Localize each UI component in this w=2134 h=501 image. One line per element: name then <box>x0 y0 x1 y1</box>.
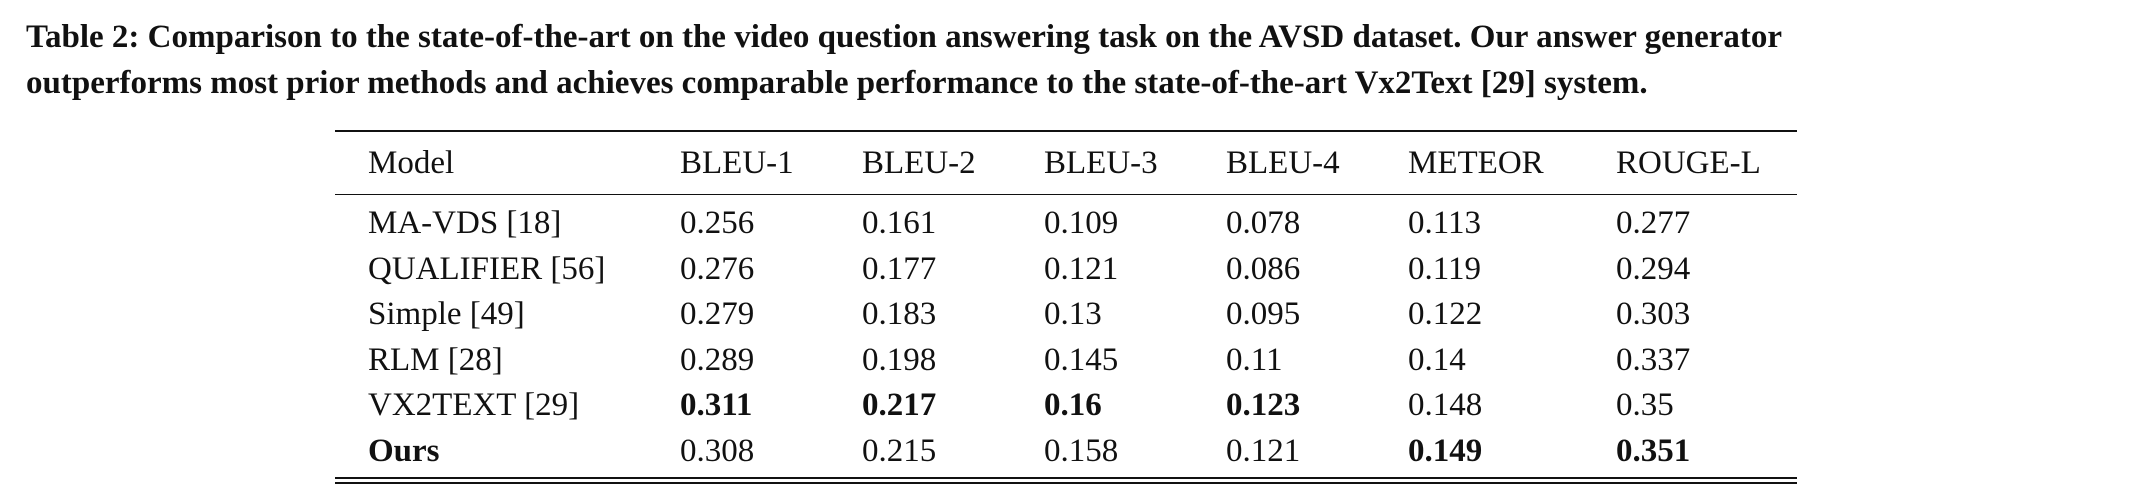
table-caption: Table 2: Comparison to the state-of-the-… <box>26 14 2116 106</box>
cell-bleu-2: 0.198 <box>862 341 937 378</box>
cell-bleu-1: 0.311 <box>680 387 753 424</box>
cell-bleu-4: 0.086 <box>1226 250 1301 287</box>
cell-bleu-3: 0.16 <box>1044 387 1102 424</box>
cell-bleu-2: 0.215 <box>862 432 937 469</box>
cell-model: Simple [49] <box>368 296 525 333</box>
cell-meteor: 0.122 <box>1408 296 1483 333</box>
header-bleu-2: BLEU-2 <box>862 144 976 181</box>
table-row: Ours 0.308 0.215 0.158 0.121 0.149 0.351 <box>335 429 1797 478</box>
table-header: Model BLEU-1 BLEU-2 BLEU-3 BLEU-4 METEOR… <box>335 132 1797 194</box>
cell-model: VX2TEXT [29] <box>368 387 580 424</box>
cell-bleu-4: 0.123 <box>1226 387 1301 424</box>
caption-line-1: Table 2: Comparison to the state-of-the-… <box>26 19 1783 55</box>
cell-bleu-4: 0.078 <box>1226 205 1301 242</box>
header-model: Model <box>368 144 455 181</box>
cell-rouge-l: 0.351 <box>1616 432 1691 469</box>
cell-model: MA-VDS [18] <box>368 205 562 242</box>
table-body: MA-VDS [18] 0.256 0.161 0.109 0.078 0.11… <box>335 195 1797 477</box>
cell-bleu-1: 0.279 <box>680 296 755 333</box>
header-rouge-l: ROUGE-L <box>1616 144 1761 181</box>
cell-meteor: 0.148 <box>1408 387 1483 424</box>
cell-bleu-4: 0.121 <box>1226 432 1301 469</box>
cell-bleu-4: 0.095 <box>1226 296 1301 333</box>
caption-line-2: outperforms most prior methods and achie… <box>26 65 1648 101</box>
table-top-rule <box>335 130 1797 132</box>
cell-bleu-3: 0.145 <box>1044 341 1119 378</box>
header-row: Model BLEU-1 BLEU-2 BLEU-3 BLEU-4 METEOR… <box>335 132 1797 194</box>
cell-bleu-3: 0.13 <box>1044 296 1102 333</box>
table-mid-rule <box>335 194 1797 195</box>
cell-bleu-2: 0.161 <box>862 205 937 242</box>
table-row: MA-VDS [18] 0.256 0.161 0.109 0.078 0.11… <box>335 195 1797 247</box>
results-table: Model BLEU-1 BLEU-2 BLEU-3 BLEU-4 METEOR… <box>335 130 1797 484</box>
cell-bleu-3: 0.109 <box>1044 205 1119 242</box>
cell-bleu-3: 0.121 <box>1044 250 1119 287</box>
cell-bleu-2: 0.217 <box>862 387 937 424</box>
header-bleu-3: BLEU-3 <box>1044 144 1158 181</box>
comparison-table: Model BLEU-1 BLEU-2 BLEU-3 BLEU-4 METEOR… <box>335 132 1797 194</box>
cell-bleu-1: 0.289 <box>680 341 755 378</box>
cell-model: QUALIFIER [56] <box>368 250 606 287</box>
table-bottom-rule <box>335 477 1797 484</box>
cell-rouge-l: 0.277 <box>1616 205 1691 242</box>
cell-meteor: 0.149 <box>1408 432 1483 469</box>
cell-bleu-1: 0.276 <box>680 250 755 287</box>
cell-rouge-l: 0.337 <box>1616 341 1691 378</box>
comparison-table-body: MA-VDS [18] 0.256 0.161 0.109 0.078 0.11… <box>335 195 1797 477</box>
table-row: QUALIFIER [56] 0.276 0.177 0.121 0.086 0… <box>335 247 1797 293</box>
header-meteor: METEOR <box>1408 144 1544 181</box>
cell-rouge-l: 0.35 <box>1616 387 1674 424</box>
cell-model: RLM [28] <box>368 341 503 378</box>
cell-meteor: 0.14 <box>1408 341 1466 378</box>
cell-bleu-2: 0.183 <box>862 296 937 333</box>
header-bleu-4: BLEU-4 <box>1226 144 1340 181</box>
table-row: RLM [28] 0.289 0.198 0.145 0.11 0.14 0.3… <box>335 338 1797 384</box>
cell-meteor: 0.113 <box>1408 205 1482 242</box>
cell-model: Ours <box>368 432 440 469</box>
cell-bleu-2: 0.177 <box>862 250 937 287</box>
cell-rouge-l: 0.303 <box>1616 296 1691 333</box>
table-row: Simple [49] 0.279 0.183 0.13 0.095 0.122… <box>335 292 1797 338</box>
cell-meteor: 0.119 <box>1408 250 1482 287</box>
cell-bleu-1: 0.308 <box>680 432 755 469</box>
table-row: VX2TEXT [29] 0.311 0.217 0.16 0.123 0.14… <box>335 383 1797 429</box>
header-bleu-1: BLEU-1 <box>680 144 794 181</box>
cell-bleu-3: 0.158 <box>1044 432 1119 469</box>
cell-rouge-l: 0.294 <box>1616 250 1691 287</box>
cell-bleu-4: 0.11 <box>1226 341 1283 378</box>
cell-bleu-1: 0.256 <box>680 205 755 242</box>
